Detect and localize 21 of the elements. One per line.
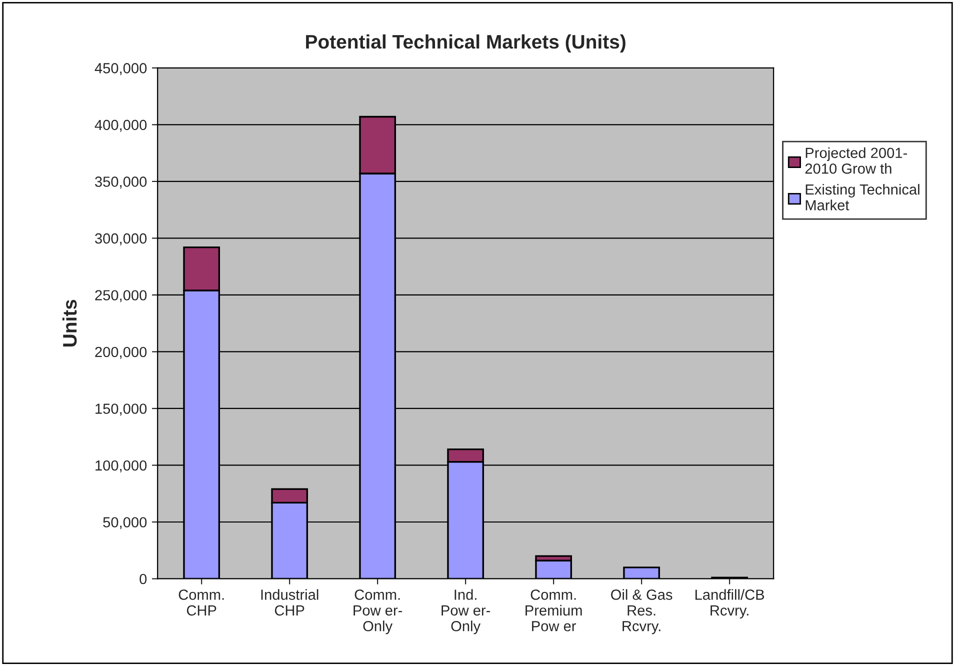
- y-axis-title: Units: [62, 300, 77, 346]
- y-tick-label: 300,000: [95, 233, 147, 246]
- x-tick-label: Industrial CHP: [261, 589, 318, 616]
- legend-label: Existing Technical Market: [806, 184, 920, 210]
- y-tick-label: 400,000: [94, 120, 147, 132]
- legend-label: Projected 2001- 2010 Grow th: [805, 147, 907, 174]
- x-tick-label: Comm. Pow er- Only: [354, 590, 402, 634]
- y-tick-label: 0: [140, 574, 147, 584]
- y-tick-label: 100,000: [96, 460, 147, 472]
- y-tick-label: 250,000: [95, 290, 147, 302]
- y-tick-label: 450,000: [94, 63, 147, 76]
- y-tick-label: 350,000: [95, 176, 147, 189]
- y-tick-label: 150,000: [96, 404, 147, 416]
- x-tick-label: Ind. Pow er- Only: [442, 589, 490, 634]
- chart-title: Potential Technical Markets (Units): [306, 34, 626, 53]
- y-tick-label: 50,000: [103, 517, 147, 530]
- x-tick-label: Comm. Premium Pow er: [526, 590, 582, 632]
- x-tick-label: Comm. CHP: [178, 590, 224, 616]
- y-tick-label: 200,000: [95, 346, 147, 359]
- x-tick-label: Oil & Gas Res. Rcvry.: [611, 589, 672, 634]
- x-tick-label: Landfill/CB Rcvry.: [695, 589, 764, 618]
